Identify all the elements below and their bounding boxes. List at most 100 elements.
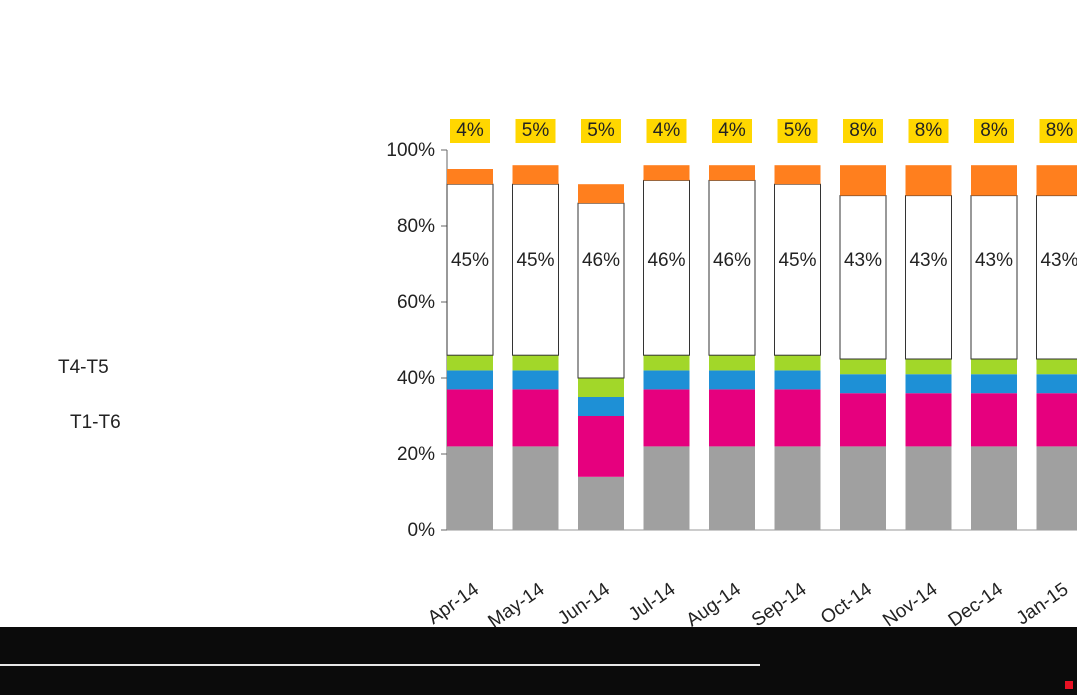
bar-segment: [709, 355, 755, 371]
status-indicator: [1065, 681, 1073, 689]
bar-segment: [840, 165, 886, 196]
x-tick-label: May-14: [484, 579, 548, 627]
bar-segment: [512, 165, 559, 185]
bar-segment: [577, 202, 625, 379]
bar-segment: [709, 370, 755, 390]
bar-segment: [1036, 393, 1077, 447]
bar-segment: [643, 389, 690, 447]
bar-segment: [971, 393, 1017, 447]
bar-segment: [643, 179, 690, 356]
bar-segment: [512, 370, 559, 390]
bar-segment: [447, 446, 493, 530]
y-tick-label: 100%: [386, 140, 435, 161]
bar-segment: [774, 370, 821, 390]
bar-segment: [905, 446, 952, 530]
mid-data-label: 45%: [516, 250, 554, 271]
bar-segment: [839, 195, 887, 360]
x-tick-label: Jul-14: [625, 579, 680, 626]
x-tick-label: Jun-14: [554, 579, 614, 627]
top-data-label: 4%: [718, 120, 746, 141]
bar-segment: [709, 446, 755, 530]
top-label-bg: [515, 119, 556, 143]
bar-segment: [709, 165, 755, 181]
top-data-label: 8%: [980, 120, 1008, 141]
bar-segment: [840, 359, 886, 375]
top-data-label: 5%: [784, 120, 812, 141]
bar-segment: [643, 165, 690, 181]
bar-segment: [971, 374, 1017, 394]
top-data-label: 8%: [1046, 120, 1074, 141]
bar-segment: [1036, 374, 1077, 394]
bar-segment: [970, 195, 1018, 360]
bar-segment: [578, 476, 624, 530]
mid-data-label: 46%: [647, 250, 685, 271]
bar-segment: [971, 359, 1017, 375]
bar-segment: [709, 389, 755, 447]
series-label: T1-T6: [70, 412, 121, 433]
bar-segment: [578, 184, 624, 204]
bar-segment: [1036, 165, 1077, 196]
bar-segment: [578, 397, 624, 416]
y-tick-label: 80%: [397, 216, 435, 237]
mid-data-label: 43%: [975, 250, 1013, 271]
bar-segment: [643, 355, 690, 371]
bar-segment: [971, 446, 1017, 530]
bar-segment: [578, 416, 624, 477]
top-data-label: 8%: [849, 120, 877, 141]
x-tick-label: Sep-14: [748, 579, 811, 627]
bar-segment: [774, 183, 821, 356]
top-label-bg: [908, 119, 949, 143]
bar-segment: [643, 370, 690, 390]
series-label: T4-T5: [58, 357, 109, 378]
mid-data-label: 45%: [451, 250, 489, 271]
mid-data-label: 46%: [582, 250, 620, 271]
bar-segment: [1036, 195, 1077, 360]
y-tick-label: 40%: [397, 368, 435, 389]
bar-segment: [512, 355, 559, 371]
bar-segment: [774, 355, 821, 371]
x-tick-label: Dec-14: [945, 579, 1008, 627]
bar-segment: [840, 374, 886, 394]
top-data-label: 4%: [653, 120, 681, 141]
bar-segment: [512, 389, 559, 447]
y-tick-label: 20%: [397, 444, 435, 465]
mid-data-label: 46%: [713, 250, 751, 271]
top-label-bg: [450, 119, 490, 143]
status-bar: [0, 627, 1077, 695]
top-label-bg: [712, 119, 752, 143]
mid-data-label: 43%: [909, 250, 947, 271]
bar-segment: [905, 393, 952, 447]
top-label-bg: [1039, 119, 1077, 143]
bar-segment: [578, 378, 624, 397]
top-label-bg: [646, 119, 687, 143]
bar-segment: [774, 165, 821, 185]
bar-segment: [708, 179, 756, 356]
bar-segment: [774, 389, 821, 447]
bar-segment: [840, 446, 886, 530]
bar-segment: [840, 393, 886, 447]
bar-segment: [512, 446, 559, 530]
bar-segment: [1036, 359, 1077, 375]
top-data-label: 5%: [587, 120, 615, 141]
top-data-label: 5%: [522, 120, 550, 141]
chart-area: 0% 20% 40% 60% 80% 100% 4% 45% Apr-14 5% 45% May-14…: [58, 119, 1077, 627]
bar-segment: [447, 169, 493, 185]
bar-segment: [1036, 446, 1077, 530]
x-tick-label: Nov-14: [879, 579, 942, 627]
top-label-bg: [843, 119, 883, 143]
y-tick-label: 0%: [408, 520, 436, 541]
top-label-bg: [581, 119, 621, 143]
top-data-label: 8%: [915, 120, 943, 141]
bar-segment: [447, 355, 493, 371]
bar-segment: [905, 374, 952, 394]
status-divider: [0, 664, 760, 666]
mid-data-label: 45%: [778, 250, 816, 271]
x-tick-label: Aug-14: [683, 579, 746, 627]
bar-segment: [971, 165, 1017, 196]
bar-segment: [905, 359, 952, 375]
mid-data-label: 43%: [1040, 250, 1077, 271]
top-data-label: 4%: [456, 120, 484, 141]
mid-data-label: 43%: [844, 250, 882, 271]
x-tick-label: Oct-14: [817, 579, 876, 627]
bar-segment: [512, 183, 559, 356]
